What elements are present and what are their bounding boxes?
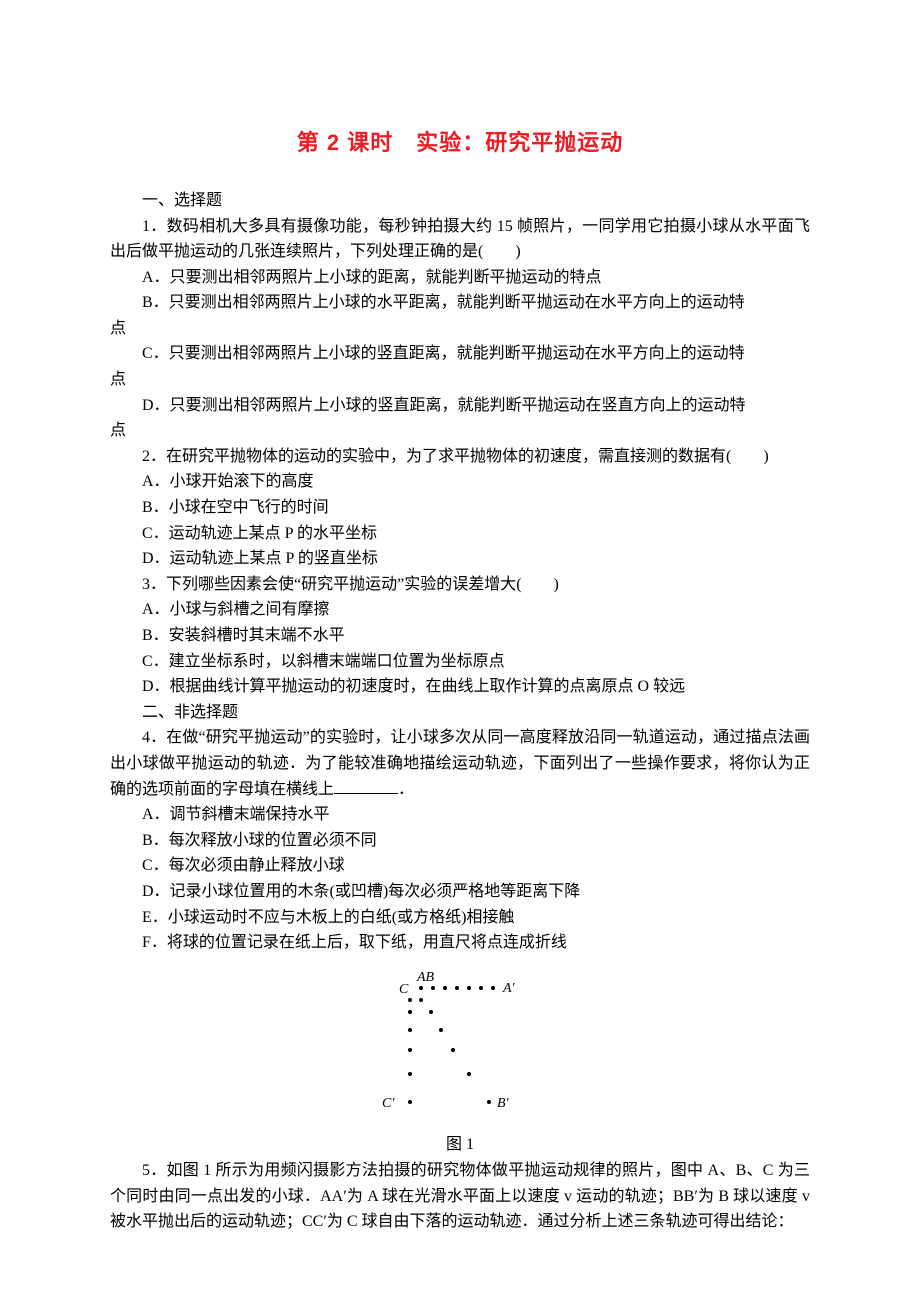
q4-option-e: E．小球运动时不应与木板上的白纸(或方格纸)相接触 — [110, 905, 810, 931]
q1-option-c-cont: 点 — [110, 367, 810, 393]
section-1-heading: 一、选择题 — [110, 188, 810, 214]
q3-option-b: B．安装斜槽时其末端不水平 — [110, 623, 810, 649]
svg-text:C: C — [399, 982, 409, 997]
svg-text:AB: AB — [416, 970, 435, 985]
q3-option-d: D．根据曲线计算平抛运动的初速度时，在曲线上取作计算的点离原点 O 较远 — [110, 674, 810, 700]
q1-option-d-cont: 点 — [110, 418, 810, 444]
svg-text:C′: C′ — [382, 1096, 395, 1111]
lesson-title: 第 2 课时 实验：研究平抛运动 — [110, 125, 810, 160]
q1-option-b: B．只要测出相邻两照片上小球的水平距离，就能判断平抛运动在水平方向上的运动特 — [110, 290, 810, 316]
q1-option-d: D．只要测出相邻两照片上小球的竖直距离，就能判断平抛运动在竖直方向上的运动特 — [110, 393, 810, 419]
q4-stem-text-a: 4．在做“研究平抛运动”的实验时，让小球多次从同一高度释放沿同一轨道运动，通过描… — [110, 729, 810, 797]
q1-option-c: C．只要测出相邻两照片上小球的竖直距离，就能判断平抛运动在水平方向上的运动特 — [110, 341, 810, 367]
q4-stem: 4．在做“研究平抛运动”的实验时，让小球多次从同一高度释放沿同一轨道运动，通过描… — [110, 725, 810, 802]
q2-option-b: B．小球在空中飞行的时间 — [110, 495, 810, 521]
q4-option-a: A．调节斜槽末端保持水平 — [110, 802, 810, 828]
q1-option-b-cont: 点 — [110, 316, 810, 342]
figure-1: AB C A′ C′ B′ 图 1 — [110, 970, 810, 1158]
q4-blank — [334, 793, 398, 794]
q2-option-c: C．运动轨迹上某点 P 的水平坐标 — [110, 521, 810, 547]
section-2-heading: 二、非选择题 — [110, 700, 810, 726]
q5-stem: 5．如图 1 所示为用频闪摄影方法拍摄的研究物体做平抛运动规律的照片，图中 A、… — [110, 1158, 810, 1235]
q4-option-b: B．每次释放小球的位置必须不同 — [110, 828, 810, 854]
q3-option-c: C．建立坐标系时，以斜槽末端端口位置为坐标原点 — [110, 649, 810, 675]
q2-option-a: A．小球开始滚下的高度 — [110, 469, 810, 495]
q2-stem: 2．在研究平抛物体的运动的实验中，为了求平抛物体的初速度，需直接测的数据有( ) — [110, 444, 810, 470]
q4-option-c: C．每次必须由静止释放小球 — [110, 853, 810, 879]
q3-option-a: A．小球与斜槽之间有摩擦 — [110, 597, 810, 623]
q1-stem: 1．数码相机大多具有摄像功能，每秒钟拍摄大约 15 帧照片，一同学用它拍摄小球从… — [110, 214, 810, 265]
q4-option-f: F．将球的位置记录在纸上后，取下纸，用直尺将点连成折线 — [110, 930, 810, 956]
q3-stem: 3．下列哪些因素会使“研究平抛运动”实验的误差增大( ) — [110, 572, 810, 598]
q1-option-a: A．只要测出相邻两照片上小球的距离，就能判断平抛运动的特点 — [110, 265, 810, 291]
document-page: 第 2 课时 实验：研究平抛运动 一、选择题 1．数码相机大多具有摄像功能，每秒… — [0, 0, 920, 1295]
q4-stem-text-b: ． — [398, 781, 414, 798]
svg-text:A′: A′ — [502, 981, 516, 996]
figure-1-caption: 图 1 — [110, 1132, 810, 1158]
q2-option-d: D．运动轨迹上某点 P 的竖直坐标 — [110, 546, 810, 572]
figure-1-svg: AB C A′ C′ B′ — [375, 970, 545, 1120]
svg-text:B′: B′ — [497, 1096, 510, 1111]
q4-option-d: D．记录小球位置用的木条(或凹槽)每次必须严格地等距离下降 — [110, 879, 810, 905]
